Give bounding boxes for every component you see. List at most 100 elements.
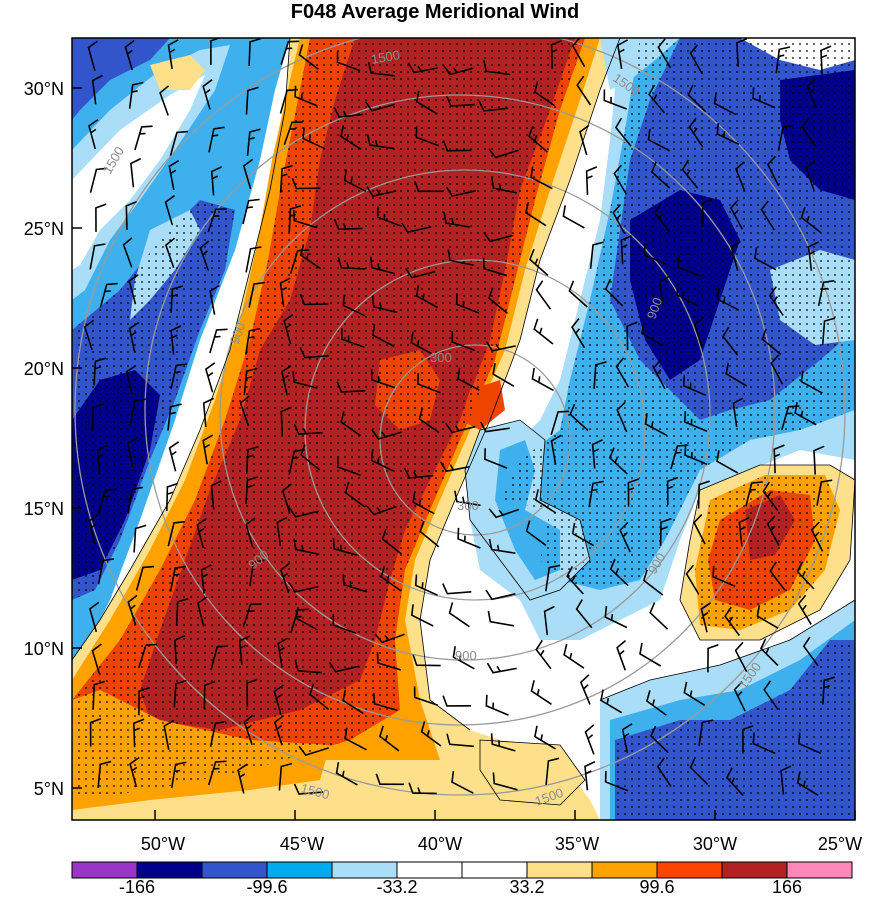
wind-barb [716,450,739,474]
wind-barb [99,282,118,308]
wind-barb [683,681,706,706]
wind-barb [196,517,207,549]
wind-barb [128,274,139,305]
wind-barb [648,84,666,114]
wind-barb [800,370,823,394]
wind-barb [405,268,436,279]
wind-barb [689,44,703,75]
colorbar-tick-label: -99.6 [246,877,287,897]
wind-barb [645,690,667,716]
wind-barb [248,281,266,308]
wind-barb [483,231,514,243]
wind-barb [530,166,553,190]
wind-barb [445,186,476,197]
wind-barb [376,651,402,671]
wind-barb [666,476,679,506]
wind-barb [420,721,442,747]
wind-barb [658,275,670,306]
wind-barb [289,249,309,274]
wind-barb [531,367,554,392]
wind-barb [88,118,99,150]
wind-barb [652,358,666,390]
wind-barb [159,85,170,116]
wind-barb [133,524,147,553]
wind-barb [173,679,187,708]
wind-barb [479,421,510,433]
wind-barbs [83,38,836,796]
wind-barb [170,761,187,789]
wind-barb [242,603,262,628]
wind-barb [299,347,329,359]
wind-barb [374,633,405,644]
wind-barb [342,689,364,715]
wind-barb [742,724,754,754]
wind-barb [487,610,515,627]
y-axis-labels: 30°N 25°N 20°N 15°N 10°N 5°N [24,79,64,799]
x-axis [154,810,856,820]
wind-barb [615,357,630,388]
wind-barb [129,756,140,788]
wind-barb [716,288,740,311]
wind-barb [745,481,763,507]
wind-barb [293,783,324,795]
colorbar-box [526,861,593,879]
wind-barb [738,516,750,547]
wind-barb [417,373,441,394]
boundary-contours [72,38,855,806]
wind-barb [279,88,299,114]
boundary-southeast [599,599,855,701]
wind-barb [369,256,396,275]
wind-barb [366,505,397,516]
wind-barb [277,637,289,668]
wind-barb [763,680,779,710]
wind-barb [204,362,216,393]
wind-barb [207,208,227,233]
wind-barb [492,772,518,791]
wind-barb [279,277,291,308]
y-tick-label: 30°N [24,79,64,99]
wind-barb [418,408,440,434]
wind-barb [576,75,592,106]
wind-barb [735,161,746,192]
wind-barb [534,725,556,750]
wind-barb [295,607,318,631]
wind-barb [279,164,293,193]
wind-barb [443,65,474,76]
contour-label: 1500 [299,780,331,802]
wind-barb [175,597,189,626]
wind-barb [571,318,586,349]
wind-barb [344,481,366,508]
wind-barb [724,606,740,636]
wind-barb [245,445,259,474]
y-tick-label: 20°N [24,359,64,379]
wind-barb [239,395,250,426]
wind-barb [88,514,99,545]
wind-barb [125,201,137,230]
wind-barb [210,480,222,510]
wind-barb [273,684,284,715]
wind-barb [685,564,700,595]
wind-barb [445,422,476,434]
wind-barb [170,325,182,355]
wind-barb [413,686,438,706]
wind-barb [801,117,817,148]
wind-barb [248,38,261,66]
wind-barb [446,733,474,748]
wind-barb [769,561,786,591]
wind-barb [93,357,107,386]
wind-barb [246,128,261,156]
boundary-warm-right [419,38,621,731]
wind-barb [675,283,699,307]
wind-barb [245,327,261,355]
wind-barb [337,456,361,476]
wind-barb [716,123,740,146]
wind-barb [167,520,185,547]
wind-barb [484,448,508,469]
wind-barb [167,403,182,431]
colorbar-box [136,861,203,879]
wind-barb [447,249,474,266]
wind-barb [280,406,292,436]
wind-barb [415,90,438,115]
wind-barb [563,643,585,669]
wind-barb [91,643,102,674]
